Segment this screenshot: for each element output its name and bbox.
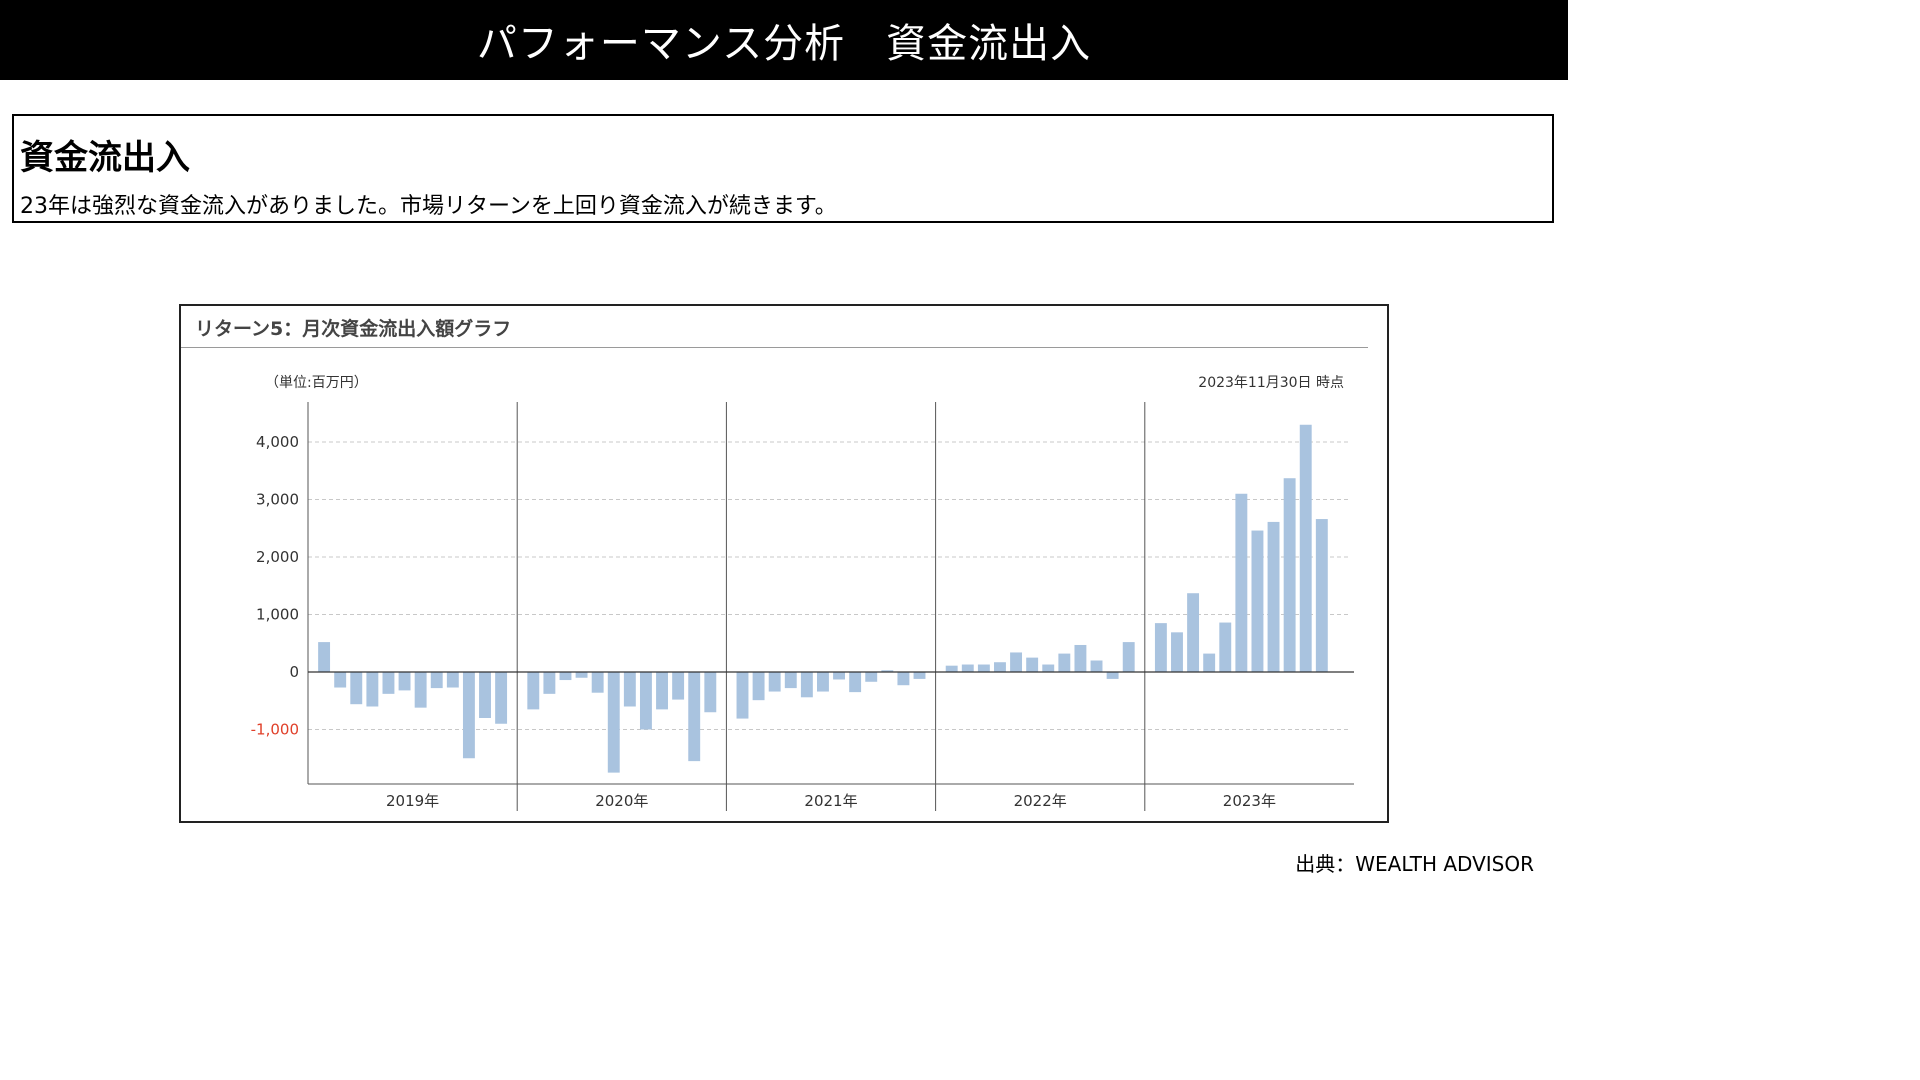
flow-bar bbox=[945, 665, 958, 672]
flow-bar bbox=[527, 672, 540, 710]
y-tick-label: -1,000 bbox=[251, 721, 299, 739]
flow-bar bbox=[1026, 657, 1039, 672]
flow-bar bbox=[913, 672, 926, 679]
as-of-date: 2023年11月30日 時点 bbox=[1198, 375, 1344, 391]
flow-bar bbox=[849, 672, 862, 693]
flow-bar bbox=[591, 672, 604, 693]
unit-label: （単位:百万円） bbox=[265, 375, 368, 391]
flow-bar bbox=[462, 672, 475, 759]
monthly-fund-flow-chart: （単位:百万円） 2023年11月30日 時点 4,000 3,000 2,000 1,0… bbox=[251, 375, 1354, 811]
flow-bar bbox=[1042, 664, 1055, 672]
flow-bar bbox=[639, 672, 652, 730]
flow-bar bbox=[575, 672, 588, 678]
flow-bar bbox=[1315, 519, 1328, 672]
y-tick-label: 1,000 bbox=[256, 606, 299, 624]
flow-bar bbox=[1154, 623, 1167, 672]
flow-bar bbox=[897, 672, 910, 686]
chart-title: リターン5：月次資金流出入額グラフ bbox=[195, 318, 512, 340]
flow-bar bbox=[1122, 642, 1135, 672]
flow-bar bbox=[446, 672, 459, 688]
flow-bar bbox=[1267, 521, 1280, 672]
flow-bar bbox=[1090, 660, 1103, 672]
x-group-label: 2023年 bbox=[1223, 792, 1276, 810]
flow-bar bbox=[1283, 478, 1296, 672]
flow-bar bbox=[688, 672, 701, 762]
flow-bar bbox=[800, 672, 813, 698]
flow-bar bbox=[1058, 653, 1071, 672]
x-group-label: 2021年 bbox=[804, 792, 857, 810]
flow-bar bbox=[977, 664, 990, 672]
y-tick-label: 0 bbox=[289, 663, 299, 681]
flow-bar bbox=[318, 642, 331, 672]
y-tick-label: 2,000 bbox=[256, 548, 299, 566]
summary-heading: 資金流出入 bbox=[20, 138, 190, 178]
flow-bar bbox=[623, 672, 636, 707]
x-group-label: 2022年 bbox=[1014, 792, 1067, 810]
flow-bar bbox=[1106, 672, 1119, 679]
flow-bar bbox=[768, 672, 781, 692]
flow-bar bbox=[816, 672, 829, 692]
flow-bar bbox=[366, 672, 379, 707]
flow-bar bbox=[1010, 652, 1023, 672]
flow-bar bbox=[1219, 622, 1232, 672]
flow-bar bbox=[784, 672, 797, 689]
x-group-label: 2019年 bbox=[386, 792, 439, 810]
flow-bar bbox=[398, 672, 411, 691]
flow-bar bbox=[865, 672, 878, 682]
flow-bar bbox=[1074, 644, 1087, 672]
flow-bar bbox=[479, 672, 491, 718]
source-credit: 出典：WEALTH ADVISOR bbox=[1295, 852, 1534, 876]
flow-bar bbox=[833, 672, 846, 680]
flow-bar bbox=[1235, 493, 1248, 672]
flow-bar bbox=[752, 672, 765, 701]
flow-bar bbox=[543, 672, 556, 694]
x-group-label: 2020年 bbox=[595, 792, 648, 810]
flow-bar bbox=[1171, 632, 1183, 672]
chart-title-divider bbox=[181, 347, 1368, 348]
flow-bar bbox=[334, 672, 347, 688]
y-tick-label: 4,000 bbox=[256, 433, 299, 451]
flow-bar bbox=[1299, 424, 1312, 672]
flow-bar bbox=[672, 672, 685, 700]
flow-bar bbox=[382, 672, 395, 694]
summary-box: 資金流出入 23年は強烈な資金流入がありました。市場リターンを上回り資金流入が続… bbox=[12, 114, 1554, 223]
flow-bar bbox=[350, 672, 363, 705]
flow-bar bbox=[414, 672, 427, 708]
flow-bar bbox=[736, 672, 749, 719]
flow-bar bbox=[559, 672, 572, 681]
flow-bar bbox=[1251, 530, 1264, 672]
chart-panel: リターン5：月次資金流出入額グラフ （単位:百万円） 2023年11月30日 時点… bbox=[179, 304, 1389, 823]
y-tick-label: 3,000 bbox=[256, 491, 299, 509]
flow-bar bbox=[704, 672, 717, 713]
flow-bar bbox=[656, 672, 668, 710]
page-title: パフォーマンス分析 資金流出入 bbox=[476, 21, 1092, 67]
flow-bar bbox=[1203, 653, 1216, 672]
flow-bar bbox=[961, 664, 974, 672]
flow-bar bbox=[1187, 593, 1200, 672]
flow-bar bbox=[881, 670, 894, 672]
flow-bar bbox=[994, 662, 1006, 672]
flow-bar bbox=[495, 672, 508, 724]
flow-bar bbox=[607, 672, 620, 773]
flow-bar bbox=[430, 672, 443, 689]
summary-text: 23年は強烈な資金流入がありました。市場リターンを上回り資金流入が続きます。 bbox=[20, 194, 837, 219]
page-title-bar: パフォーマンス分析 資金流出入 bbox=[0, 0, 1568, 80]
